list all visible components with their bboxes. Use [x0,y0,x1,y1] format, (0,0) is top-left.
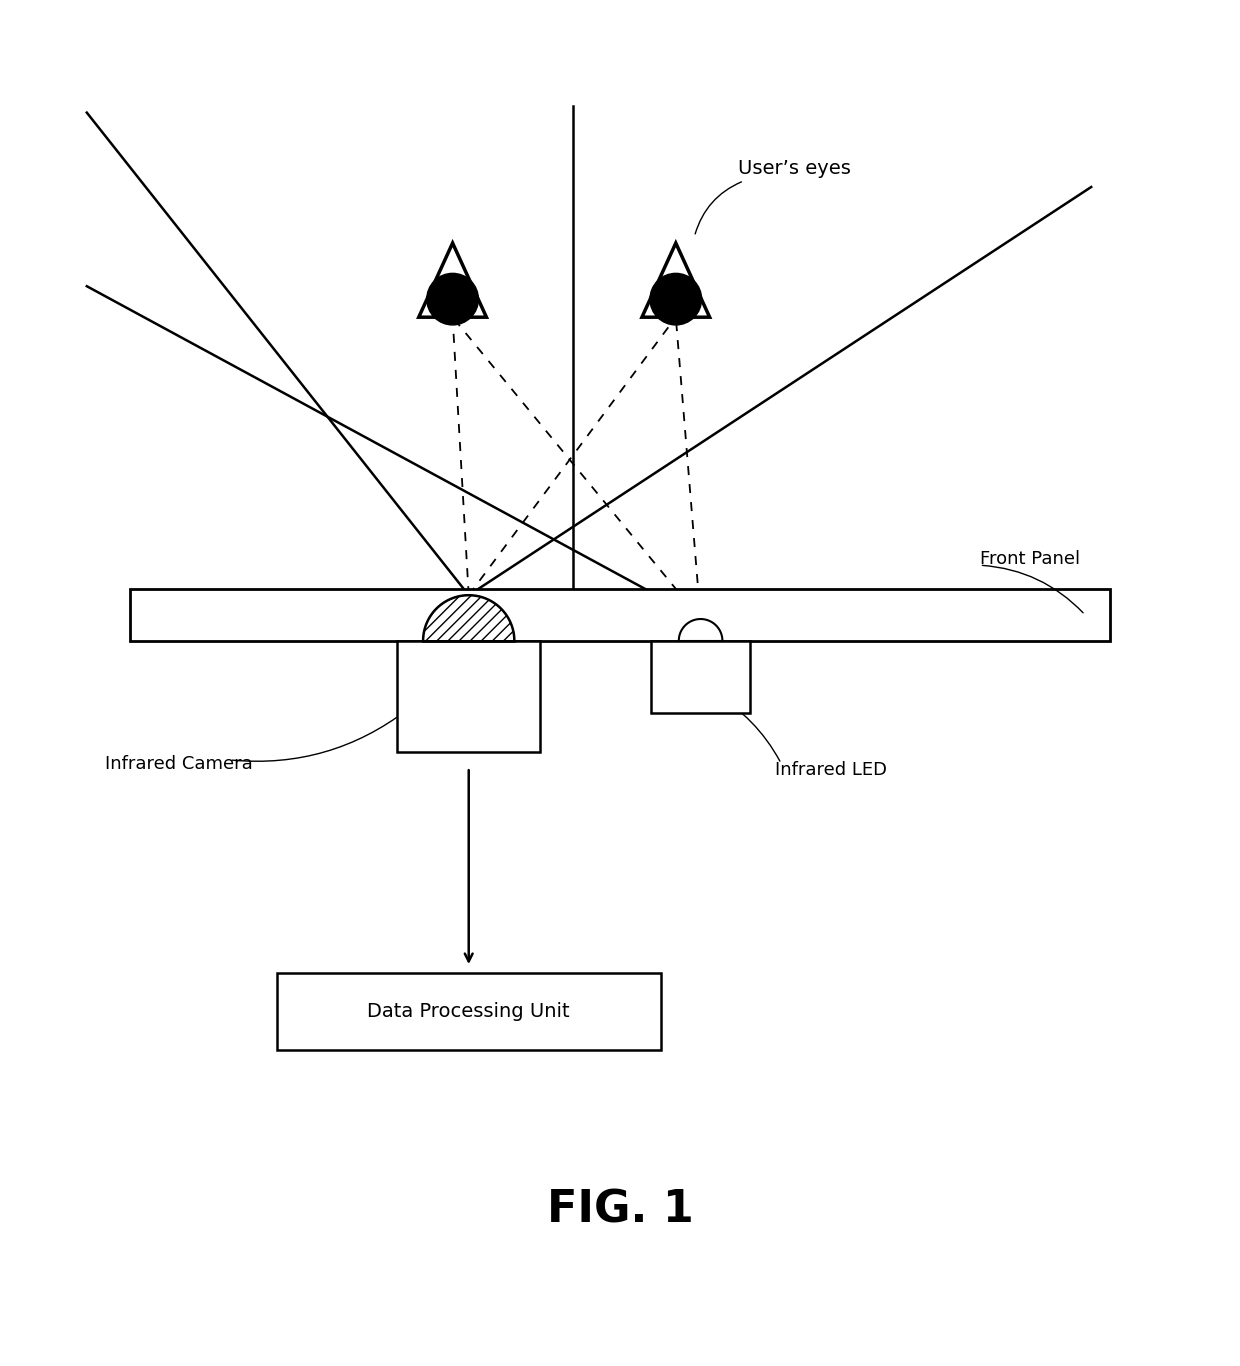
Bar [397,641,541,753]
Bar [130,589,1110,641]
Text: User’s eyes: User’s eyes [738,158,851,178]
Text: Data Processing Unit: Data Processing Unit [367,1003,570,1022]
Bar [651,641,750,713]
Text: Infrared Camera: Infrared Camera [105,754,253,773]
Bar [277,973,661,1050]
Text: Infrared LED: Infrared LED [775,761,887,779]
Text: FIG. 1: FIG. 1 [547,1188,693,1232]
Circle shape [427,273,479,325]
Circle shape [650,273,702,325]
Text: Front Panel: Front Panel [980,550,1080,568]
